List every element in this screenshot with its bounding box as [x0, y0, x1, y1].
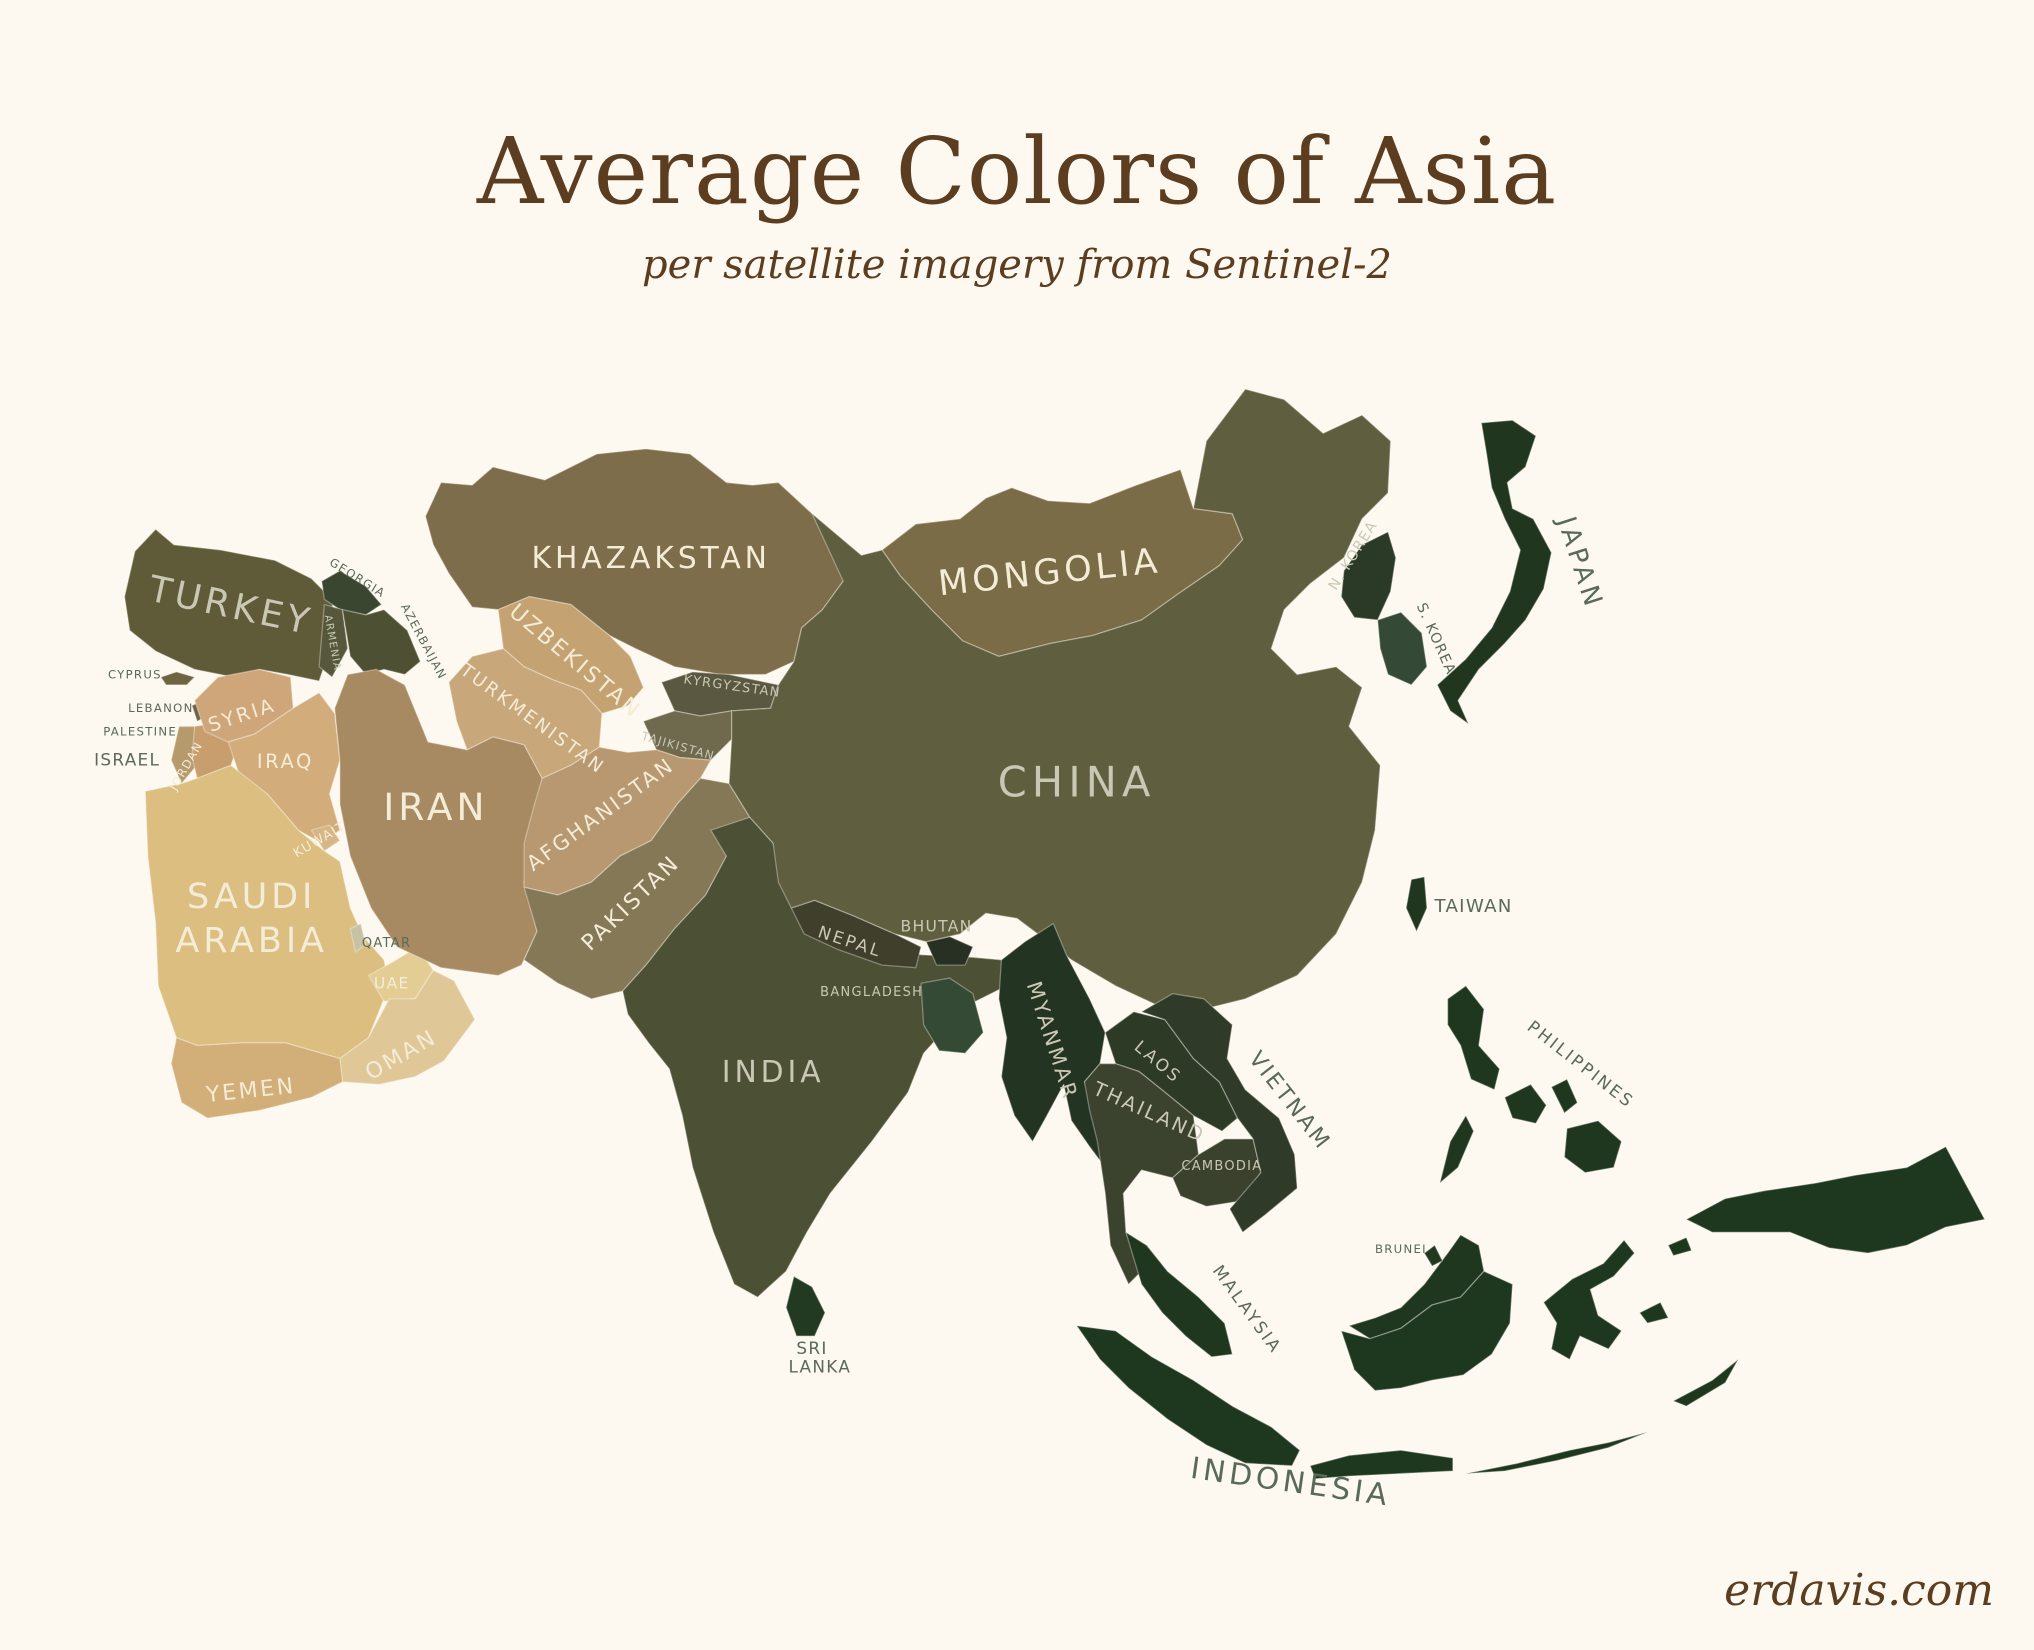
- label-sri-lanka-line2: LANKA: [788, 1356, 851, 1376]
- country-bhutan: [925, 935, 974, 966]
- label-taiwan: TAIWAN: [1434, 896, 1513, 917]
- label-qatar: QATAR: [362, 936, 411, 951]
- country-azerbaijan: [341, 609, 421, 676]
- country-israel: [170, 725, 196, 785]
- country-china: [728, 388, 1392, 1013]
- label-saudi-line2: ARABIA: [175, 920, 327, 961]
- label-palestine: PALESTINE: [103, 724, 177, 738]
- country-oman: [339, 969, 476, 1086]
- map-subtitle: per satellite imagery from Sentinel-2: [642, 242, 1392, 288]
- label-cambodia: CAMBODIA: [1181, 1159, 1262, 1174]
- label-saudi-line1: SAUDI: [187, 876, 316, 917]
- country-georgia: [321, 570, 383, 616]
- country-indonesia: [1076, 1146, 1986, 1480]
- label-israel: ISRAEL: [94, 749, 160, 769]
- label-cyprus: CYPRUS: [108, 667, 162, 681]
- label-uae: UAE: [374, 974, 410, 992]
- country-qatar: [349, 922, 367, 953]
- label-iran: IRAN: [383, 785, 488, 829]
- country-malaysia: [1125, 1231, 1233, 1358]
- label-japan: JAPAN: [1550, 511, 1609, 613]
- country-cyprus: [160, 671, 196, 686]
- country-yemen: [170, 1037, 344, 1119]
- label-bangladesh: BANGLADESH: [820, 985, 923, 1000]
- country-kuwait: [310, 824, 341, 852]
- country-s-korea: [1376, 611, 1428, 686]
- country-philippines: [1439, 985, 1623, 1184]
- label-sri-lanka-line1: SRI: [796, 1338, 827, 1358]
- credit-link[interactable]: erdavis.com: [1724, 1565, 1994, 1616]
- map-title: Average Colors of Asia: [476, 118, 1558, 225]
- country-myanmar: [998, 922, 1106, 1169]
- label-khazakstan: KHAZAKSTAN: [532, 541, 771, 576]
- country-bangladesh: [920, 977, 984, 1054]
- label-china: CHINA: [998, 757, 1156, 806]
- label-india: INDIA: [722, 1055, 825, 1090]
- country-taiwan: [1405, 876, 1428, 933]
- label-iraq: IRAQ: [257, 750, 314, 773]
- label-lebanon: LEBANON: [128, 701, 194, 715]
- country-thailand: [1083, 1063, 1200, 1285]
- country-sri-lanka: [785, 1275, 826, 1337]
- country-n-korea: [1340, 531, 1397, 621]
- label-bhutan: BHUTAN: [901, 917, 973, 935]
- label-brunei: BRUNEI: [1375, 1242, 1427, 1256]
- country-vietnam: [1140, 992, 1298, 1233]
- country-japan: [1436, 419, 1553, 725]
- country-brunei: [1423, 1244, 1444, 1267]
